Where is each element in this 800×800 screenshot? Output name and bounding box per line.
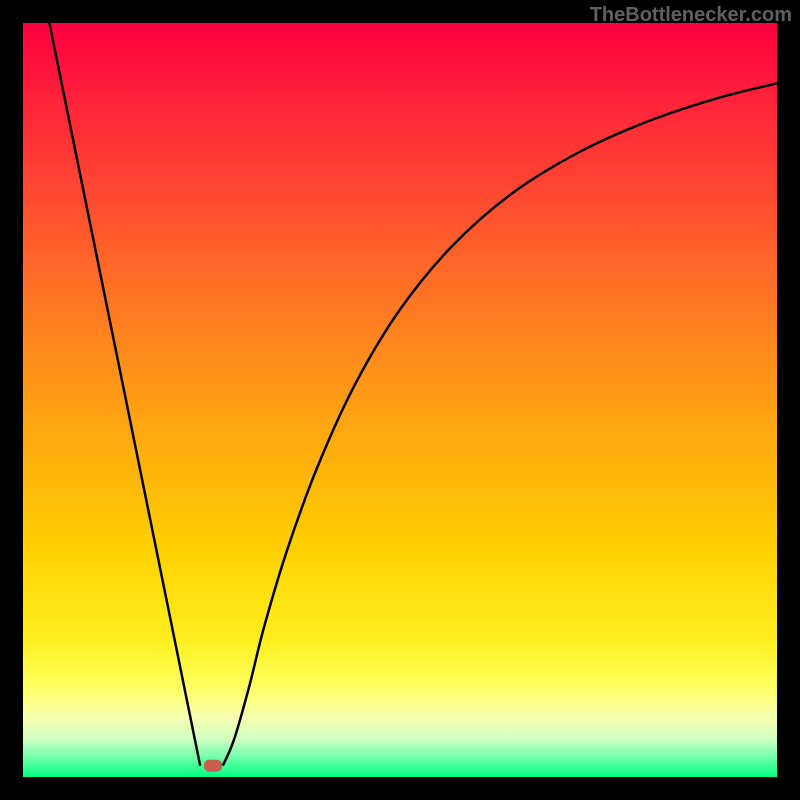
minimum-marker bbox=[204, 760, 222, 772]
chart-container: TheBottlenecker.com bbox=[0, 0, 800, 800]
watermark-text: TheBottlenecker.com bbox=[590, 4, 792, 27]
bottleneck-chart bbox=[0, 0, 800, 800]
chart-background bbox=[23, 23, 777, 777]
